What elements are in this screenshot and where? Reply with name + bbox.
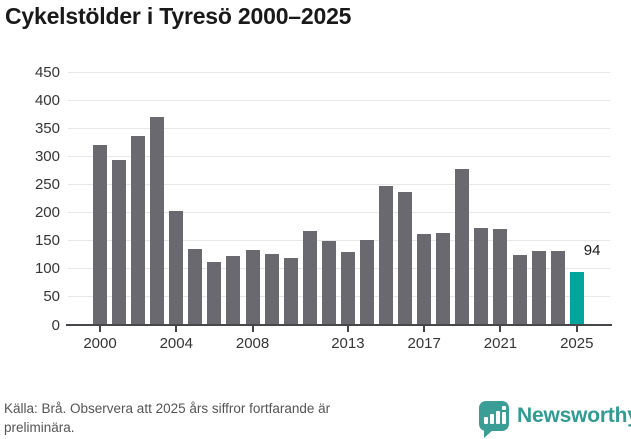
bar-2013 bbox=[340, 252, 355, 325]
bar-2020 bbox=[474, 228, 489, 325]
source-note: Källa: Brå. Observera att 2025 års siffr… bbox=[4, 401, 331, 435]
y-axis-tick-label: 50 bbox=[43, 288, 60, 306]
bar-2018 bbox=[436, 233, 451, 325]
bar-2024 bbox=[550, 251, 565, 325]
x-axis-tick-label: 2021 bbox=[483, 335, 518, 352]
newsworthy-logo-icon bbox=[479, 401, 509, 438]
x-axis-tick-label: 2004 bbox=[159, 335, 193, 352]
y-axis-tick-label: 200 bbox=[34, 204, 60, 222]
x-axis-tick-label: 2013 bbox=[331, 335, 365, 352]
y-axis-tick-label: 450 bbox=[34, 63, 60, 81]
y-axis-tick-label: 250 bbox=[34, 175, 60, 193]
bar-2006 bbox=[207, 262, 222, 325]
x-axis-tick bbox=[499, 326, 502, 332]
brand-name: Newsworthy bbox=[517, 404, 631, 427]
x-axis-tick bbox=[175, 326, 178, 332]
bar-2011 bbox=[302, 230, 317, 325]
highlight-value-label: 94 bbox=[583, 242, 601, 260]
logo-dot bbox=[502, 406, 506, 410]
x-axis-tick bbox=[346, 326, 349, 332]
bar-2004 bbox=[169, 210, 184, 325]
y-axis-tick-label: 350 bbox=[34, 119, 60, 137]
bar-2025 bbox=[569, 272, 584, 325]
bar-2005 bbox=[188, 249, 203, 325]
x-axis-tick-label: 2008 bbox=[235, 335, 270, 352]
y-axis-tick-label: 400 bbox=[34, 91, 60, 109]
logo-tail bbox=[484, 430, 493, 438]
gridline bbox=[68, 296, 610, 298]
x-axis-tick bbox=[423, 326, 426, 332]
gridline bbox=[68, 99, 610, 101]
gridline bbox=[68, 268, 610, 270]
bar-2014 bbox=[359, 240, 374, 325]
bar-2023 bbox=[531, 251, 546, 325]
x-axis-tick-label: 2025 bbox=[560, 335, 594, 352]
x-axis-line bbox=[66, 324, 612, 326]
gridline bbox=[68, 127, 610, 129]
y-axis-tick-label: 0 bbox=[51, 316, 60, 334]
x-axis-tick bbox=[99, 326, 101, 332]
gridline bbox=[68, 71, 610, 73]
bar-2012 bbox=[321, 241, 336, 325]
logo-exclamation bbox=[502, 412, 506, 424]
bar-2015 bbox=[379, 186, 394, 325]
x-axis-tick bbox=[575, 326, 578, 332]
bar-2000 bbox=[93, 144, 107, 325]
x-axis-tick bbox=[251, 326, 254, 332]
bar-2019 bbox=[455, 168, 470, 325]
bar-2002 bbox=[131, 135, 146, 325]
y-axis-tick-label: 150 bbox=[34, 232, 60, 250]
bar-2022 bbox=[512, 254, 527, 325]
x-axis-tick-label: 2000 bbox=[83, 335, 117, 352]
logo-bar bbox=[496, 411, 500, 424]
bar-2001 bbox=[112, 160, 127, 325]
bar-2010 bbox=[283, 258, 298, 325]
gridline bbox=[68, 212, 610, 214]
x-axis-tick-label: 2017 bbox=[407, 335, 441, 352]
chart-title: Cykelstölder i Tyresö 2000–2025 bbox=[5, 3, 352, 29]
bar-2017 bbox=[417, 233, 432, 325]
plot-area: 0 50 100 150 200 250 300 350 400 450 94 bbox=[35, 65, 612, 333]
gridline bbox=[68, 240, 610, 242]
gridline bbox=[68, 155, 610, 157]
bar-2003 bbox=[150, 116, 165, 325]
bar-2007 bbox=[226, 256, 241, 325]
bar-2008 bbox=[245, 249, 260, 325]
y-axis-tick-label: 300 bbox=[34, 147, 60, 165]
newsworthy-branding: Newsworthy bbox=[479, 401, 631, 438]
logo-bar bbox=[484, 417, 488, 424]
bar-2009 bbox=[264, 253, 279, 325]
logo-bar bbox=[490, 414, 494, 424]
bar-2021 bbox=[493, 229, 508, 325]
gridline bbox=[68, 183, 610, 185]
y-axis-tick-label: 100 bbox=[34, 260, 60, 278]
bar-2016 bbox=[398, 192, 413, 325]
